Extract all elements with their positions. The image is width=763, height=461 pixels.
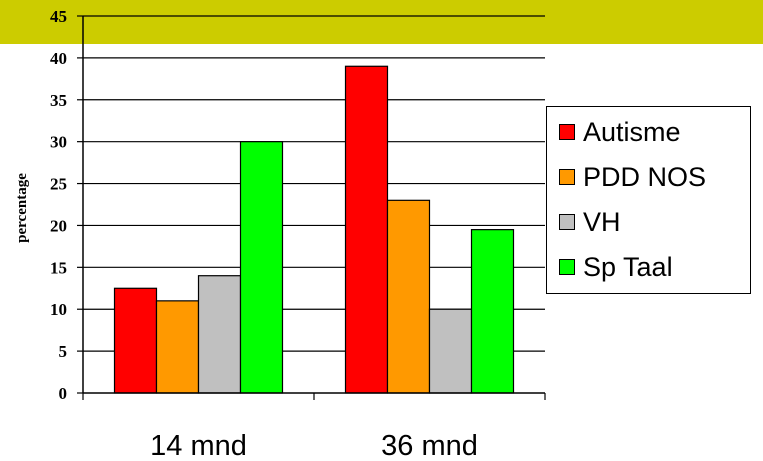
bar-pdd-nos-0: [155, 300, 200, 394]
y-tick-label: 25: [50, 175, 67, 194]
bar-vh-1: [428, 308, 473, 394]
axes: [77, 15, 546, 400]
legend-label: VH: [583, 206, 621, 237]
y-tick-label: 15: [50, 258, 67, 277]
bar-vh-0: [197, 275, 242, 394]
legend-swatch: [559, 124, 575, 140]
legend-label: Sp Taal: [583, 251, 673, 282]
legend-swatch: [559, 259, 575, 275]
x-tick-label: 36 mnd: [381, 430, 478, 461]
legend-label: PDD NOS: [583, 161, 707, 192]
legend-swatch: [559, 169, 575, 185]
legend-item: Sp Taal: [559, 250, 673, 284]
y-tick-label: 30: [50, 133, 67, 152]
y-tick-label: 0: [59, 384, 68, 403]
x-tick-labels: 14 mnd 36 mnd: [150, 430, 478, 461]
y-tick-label: 20: [50, 216, 67, 235]
legend: Autisme PDD NOS VH Sp Taal: [546, 106, 751, 294]
title-band: [0, 0, 763, 44]
x-tick-label: 14 mnd: [150, 430, 247, 461]
y-tick-label: 40: [50, 49, 67, 68]
y-tick-label: 35: [50, 91, 67, 110]
y-tick-label: 5: [59, 342, 68, 361]
bar-autisme-1: [344, 65, 389, 394]
y-tick-labels: 0 5 10 15 20 25 30 35 40 45: [50, 7, 67, 403]
legend-swatch: [559, 214, 575, 230]
y-tick-label: 45: [50, 7, 67, 26]
bar-sp-taal-0: [239, 141, 284, 394]
bars: [113, 65, 515, 394]
legend-item: VH: [559, 205, 621, 239]
bar-autisme-0: [113, 287, 158, 394]
legend-label: Autisme: [583, 116, 681, 147]
bar-sp-taal-1: [470, 229, 515, 394]
y-axis-label: percentage: [14, 173, 30, 243]
bar-pdd-nos-1: [386, 199, 431, 394]
legend-item: Autisme: [559, 115, 681, 149]
y-tick-label: 10: [50, 300, 67, 319]
legend-item: PDD NOS: [559, 160, 706, 194]
